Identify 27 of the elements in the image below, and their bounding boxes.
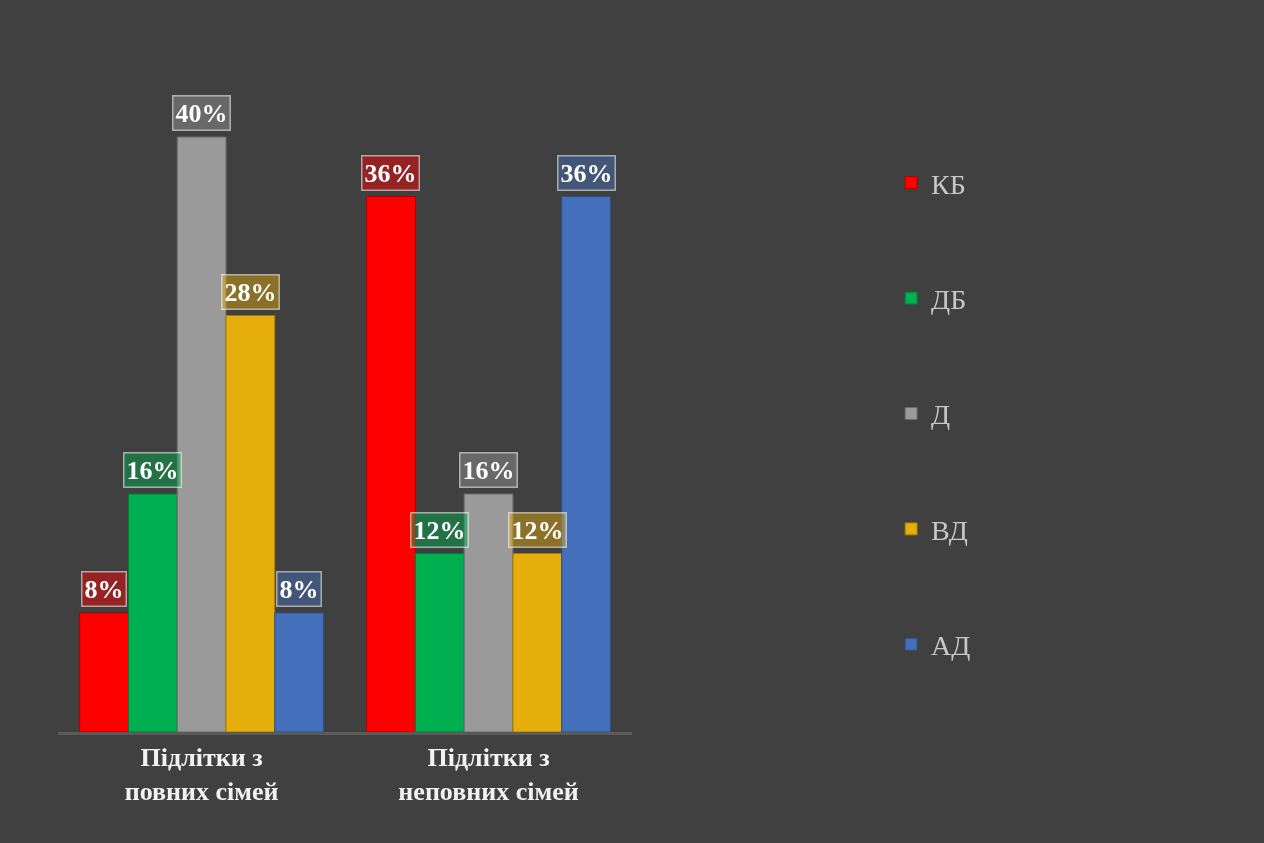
legend-label: АД <box>931 630 971 662</box>
data-label: 36% <box>560 158 613 188</box>
data-label: 36% <box>364 158 417 188</box>
data-label: 28% <box>224 277 277 307</box>
bar <box>274 612 325 732</box>
legend-label: КБ <box>931 168 966 200</box>
bar <box>225 315 276 732</box>
bar <box>512 553 563 732</box>
bar <box>561 196 611 732</box>
bar <box>414 553 465 732</box>
data-label: 12% <box>511 515 564 545</box>
data-label: 16% <box>126 455 179 485</box>
bar <box>463 493 514 732</box>
legend-label: Д <box>931 399 951 431</box>
bar <box>176 136 227 732</box>
bar <box>79 612 129 732</box>
legend-label: ВД <box>931 514 968 546</box>
data-label: 16% <box>462 455 515 485</box>
data-label: 8% <box>84 574 124 604</box>
data-label: 12% <box>413 515 466 545</box>
legend-label: ДБ <box>931 284 967 316</box>
data-label: 8% <box>279 574 319 604</box>
bar <box>366 196 416 732</box>
x-tick-label: Підлітки з повних сімей <box>124 743 279 806</box>
data-label: 40% <box>175 98 228 128</box>
x-tick-label: Підлітки з неповних сімей <box>398 743 579 806</box>
bar <box>127 493 178 732</box>
